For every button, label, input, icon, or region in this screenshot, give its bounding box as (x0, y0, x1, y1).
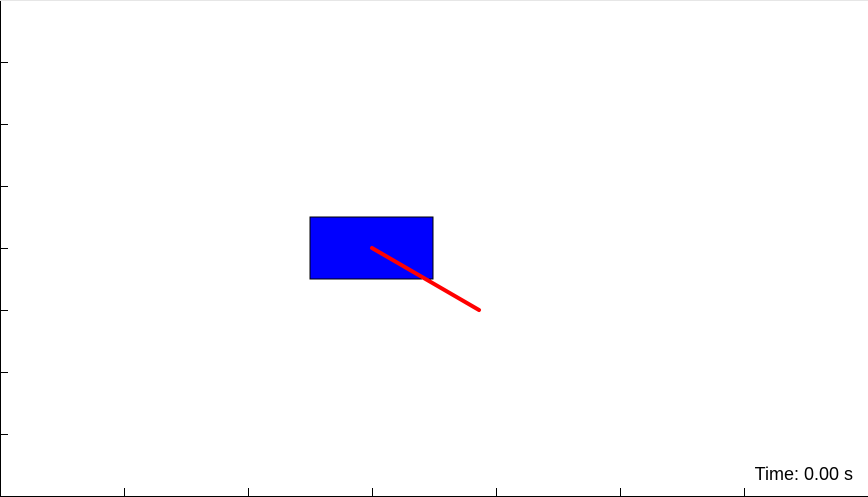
time-readout: Time: 0.00 s (754, 464, 853, 484)
y-axis-ticks (0, 62, 8, 435)
pendulum-pole (370, 246, 481, 312)
x-axis-ticks (124, 488, 745, 497)
